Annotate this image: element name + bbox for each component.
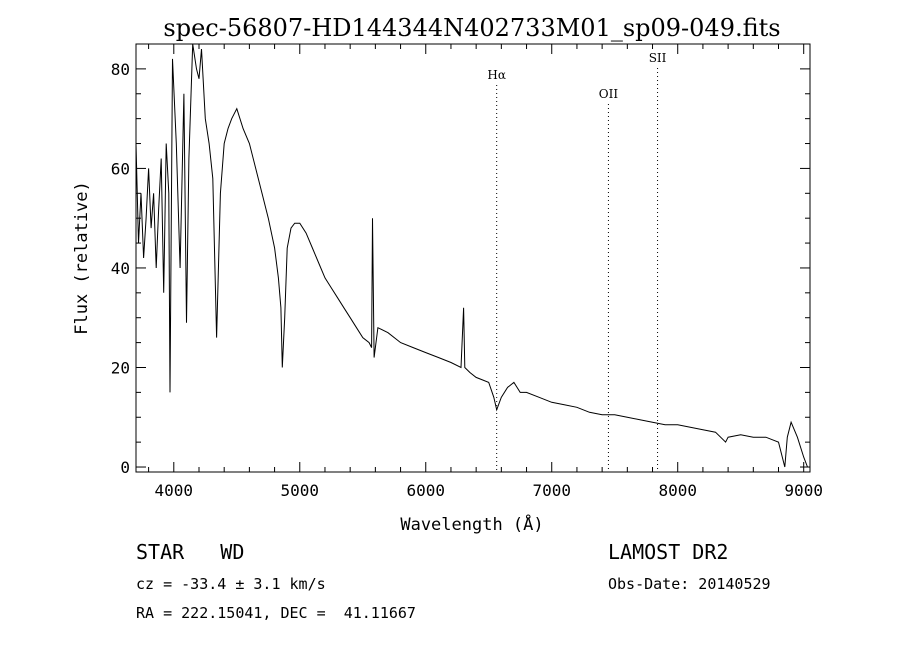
y-tick-label: 40 <box>111 259 130 278</box>
x-tick-label: 9000 <box>784 481 823 500</box>
axis-ticks: 4000 5000 6000 7000 8000 9000 0 20 40 60 80 <box>111 43 823 500</box>
spectral-line-label: Hα <box>487 68 506 82</box>
plot-frame <box>135 43 811 473</box>
spectrum-line <box>135 43 808 468</box>
y-tick-label: 60 <box>111 159 130 178</box>
y-tick-label: 20 <box>111 358 130 377</box>
x-tick-label: 5000 <box>281 481 320 500</box>
coordinates: RA = 222.15041, DEC = 41.11667 <box>136 604 416 622</box>
chart-title: spec-56807-HD144344N402733M01_sp09-049.f… <box>163 14 780 42</box>
observation-date: Obs-Date: 20140529 <box>608 575 771 593</box>
spectral-lines: Hα OII SII <box>487 51 667 472</box>
object-class: STAR WD <box>136 540 245 564</box>
y-tick-label: 0 <box>120 458 130 477</box>
spectral-line-label: OII <box>599 87 619 101</box>
redshift-velocity: cz = -33.4 ± 3.1 km/s <box>136 575 326 593</box>
y-tick-label: 80 <box>111 60 130 79</box>
x-tick-label: 8000 <box>658 481 697 500</box>
x-tick-label: 4000 <box>155 481 194 500</box>
x-tick-label: 6000 <box>406 481 445 500</box>
x-axis-label: Wavelength (Å) <box>400 513 543 535</box>
y-axis-label: Flux (relative) <box>72 181 92 335</box>
survey-name: LAMOST DR2 <box>608 540 729 564</box>
x-tick-label: 7000 <box>532 481 571 500</box>
spectral-line-label: SII <box>649 51 667 65</box>
